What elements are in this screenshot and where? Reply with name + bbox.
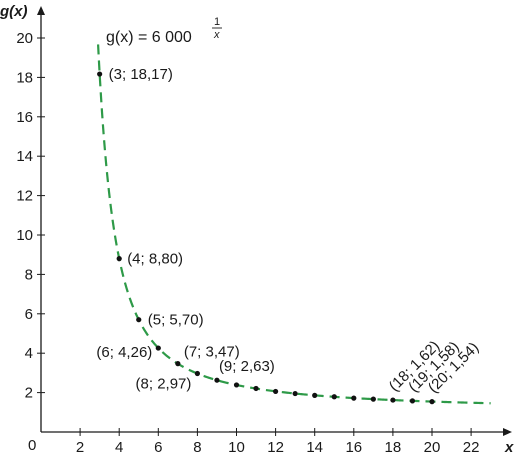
- data-point: [370, 396, 376, 402]
- point-label: (9; 2,63): [219, 358, 275, 375]
- y-ticks: 2 4 6 8 10 12 14 16 18 20: [16, 30, 45, 402]
- point-label: (5; 5,70): [148, 312, 204, 329]
- curve-layer: [96, 44, 491, 405]
- data-point: [429, 399, 435, 405]
- origin-label: 0: [28, 437, 36, 454]
- data-point: [331, 394, 337, 400]
- x-tick-label: 12: [267, 439, 284, 456]
- data-point: [253, 385, 259, 392]
- data-point: [233, 382, 240, 388]
- function-curve: [96, 44, 491, 405]
- y-axis-title: g(x): [0, 3, 28, 20]
- y-tick-label: 12: [16, 188, 33, 205]
- y-tick-label: 18: [16, 69, 33, 86]
- data-point: [409, 398, 416, 404]
- data-point: [116, 256, 122, 262]
- formula-exponent-numerator: 1: [214, 16, 220, 28]
- point-label: (4; 8,80): [127, 251, 183, 268]
- y-tick-label: 8: [25, 266, 33, 283]
- x-ticks: 2 4 6 8 10 12 14 16 18 20 22: [76, 428, 480, 456]
- data-point: [312, 392, 318, 398]
- y-tick-label: 4: [25, 345, 33, 362]
- x-tick-label: 20: [424, 439, 441, 456]
- point-label: (6; 4,26): [96, 344, 152, 361]
- data-point: [390, 397, 396, 403]
- x-tick-label: 14: [306, 439, 323, 456]
- data-point: [351, 395, 357, 401]
- axes: [37, 6, 512, 436]
- point-label: (3; 18,17): [109, 66, 173, 83]
- y-axis-arrow-icon: [37, 6, 45, 15]
- data-point: [292, 390, 298, 397]
- y-tick-label: 14: [16, 148, 33, 165]
- data-point: [97, 71, 103, 77]
- point-label: (8; 2,97): [136, 375, 192, 392]
- point-label: (7; 3,47): [184, 344, 240, 361]
- curve-formula: g(x) = 6 000 1 x: [106, 16, 222, 46]
- point-labels-layer: (3; 18,17) (4; 8,80) (5; 5,70) (6; 4,26) (7;…: [96, 66, 482, 396]
- x-axis-arrow-icon: [503, 428, 512, 436]
- points-layer: [97, 71, 435, 405]
- x-tick-label: 22: [463, 439, 480, 456]
- formula-exponent-denominator: x: [213, 29, 220, 41]
- x-tick-label: 8: [193, 439, 201, 456]
- data-point: [155, 345, 161, 351]
- y-tick-label: 20: [16, 30, 33, 47]
- x-tick-label: 2: [76, 439, 84, 456]
- x-axis-title: x: [504, 439, 514, 456]
- y-tick-label: 10: [16, 227, 33, 244]
- data-point: [214, 377, 220, 383]
- data-point: [136, 317, 142, 323]
- y-tick-label: 16: [16, 109, 33, 126]
- x-tick-label: 16: [345, 439, 362, 456]
- x-tick-label: 6: [154, 439, 162, 456]
- x-tick-label: 18: [385, 439, 402, 456]
- y-tick-label: 2: [25, 385, 33, 402]
- formula-base: g(x) = 6 000: [106, 29, 192, 46]
- data-point: [175, 361, 181, 367]
- y-tick-label: 6: [25, 306, 33, 323]
- data-point: [194, 370, 200, 377]
- data-point: [273, 388, 279, 395]
- x-tick-label: 10: [228, 439, 245, 456]
- x-tick-label: 4: [115, 439, 123, 456]
